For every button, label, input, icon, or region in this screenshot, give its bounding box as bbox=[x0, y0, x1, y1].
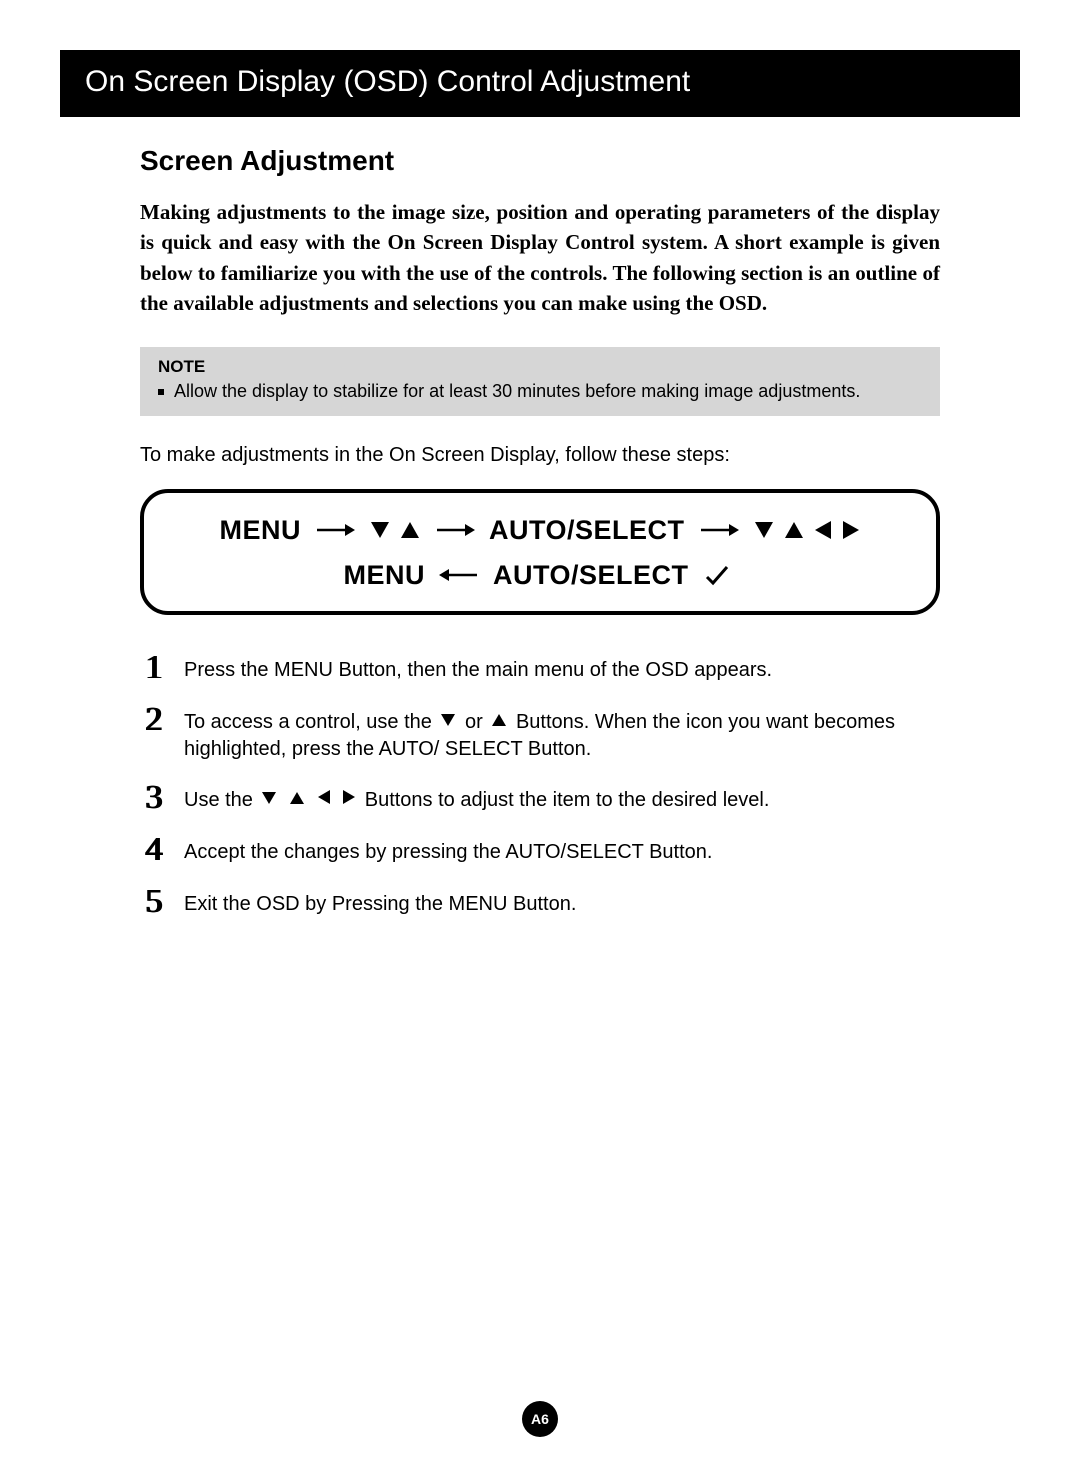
check-icon bbox=[703, 563, 731, 587]
triangle-up-icon bbox=[399, 520, 421, 540]
step-3: 3 Use the Buttons to adjust the item to … bbox=[140, 781, 940, 815]
triangle-right-icon bbox=[841, 519, 861, 541]
step-text: Press the MENU Button, then the main men… bbox=[184, 651, 772, 684]
triangle-down-icon bbox=[753, 520, 775, 540]
triangle-right-icon bbox=[341, 787, 357, 814]
step-text-part: To access a control, use the bbox=[184, 711, 437, 733]
step-number: 1 bbox=[140, 651, 168, 685]
step-text-part: Buttons to adjust the item to the desire… bbox=[365, 789, 770, 811]
page-number-badge: A6 bbox=[522, 1401, 558, 1437]
triangle-left-icon bbox=[316, 787, 332, 814]
flow-diagram: MENU AUTO/SELECT bbox=[140, 489, 940, 615]
flow-line-1: MENU AUTO/SELECT bbox=[174, 517, 906, 544]
step-5: 5 Exit the OSD by Pressing the MENU Butt… bbox=[140, 885, 940, 919]
triangle-down-icon bbox=[439, 709, 457, 736]
follow-steps-text: To make adjustments in the On Screen Dis… bbox=[140, 444, 940, 467]
step-text: Use the Buttons to adjust the item to th… bbox=[184, 781, 769, 814]
step-number: 4 bbox=[140, 833, 168, 867]
step-text: To access a control, use the or Buttons.… bbox=[184, 703, 940, 763]
triangle-down-icon bbox=[369, 520, 391, 540]
header-title: On Screen Display (OSD) Control Adjustme… bbox=[85, 65, 690, 98]
flow-line-2: MENU AUTO/SELECT bbox=[174, 562, 906, 589]
triangle-left-icon bbox=[813, 519, 833, 541]
intro-paragraph: Making adjustments to the image size, po… bbox=[140, 197, 940, 319]
arrow-right-icon bbox=[699, 522, 739, 538]
step-number: 3 bbox=[140, 781, 168, 815]
flow-autoselect-2: AUTO/SELECT bbox=[493, 562, 689, 589]
arrow-left-icon bbox=[439, 567, 479, 583]
triangle-up-icon bbox=[783, 520, 805, 540]
page-number: A6 bbox=[531, 1411, 549, 1427]
step-number: 2 bbox=[140, 703, 168, 737]
step-2: 2 To access a control, use the or Button… bbox=[140, 703, 940, 763]
arrow-right-icon bbox=[435, 522, 475, 538]
triangle-up-icon bbox=[490, 709, 508, 736]
step-text: Accept the changes by pressing the AUTO/… bbox=[184, 833, 712, 866]
step-text-part: or bbox=[465, 711, 488, 733]
step-number: 5 bbox=[140, 885, 168, 919]
note-box: NOTE Allow the display to stabilize for … bbox=[140, 347, 940, 416]
flow-autoselect-1: AUTO/SELECT bbox=[489, 517, 685, 544]
page-header: On Screen Display (OSD) Control Adjustme… bbox=[60, 50, 1020, 117]
triangle-up-icon bbox=[288, 787, 306, 814]
content-area: Screen Adjustment Making adjustments to … bbox=[60, 145, 1020, 919]
flow-menu-1: MENU bbox=[219, 517, 301, 544]
step-1: 1 Press the MENU Button, then the main m… bbox=[140, 651, 940, 685]
note-text: Allow the display to stabilize for at le… bbox=[158, 381, 922, 402]
step-text: Exit the OSD by Pressing the MENU Button… bbox=[184, 885, 576, 918]
triangle-down-icon bbox=[260, 787, 278, 814]
step-4: 4 Accept the changes by pressing the AUT… bbox=[140, 833, 940, 867]
section-title: Screen Adjustment bbox=[140, 145, 940, 177]
step-text-part: Use the bbox=[184, 789, 258, 811]
note-label: NOTE bbox=[158, 357, 922, 377]
flow-menu-2: MENU bbox=[343, 562, 425, 589]
arrow-right-icon bbox=[315, 522, 355, 538]
